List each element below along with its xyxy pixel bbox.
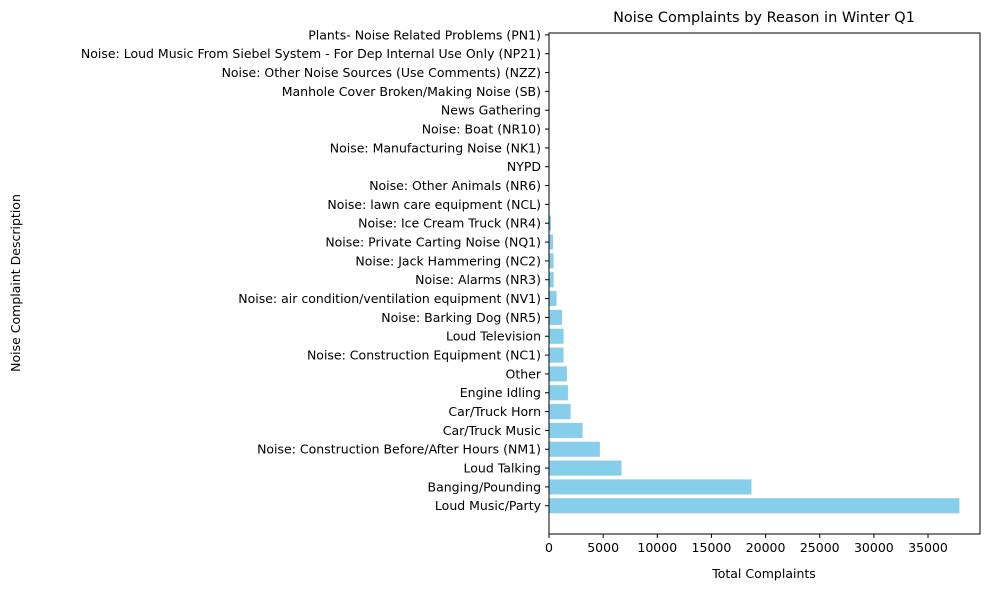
y-tick-label: Noise: Jack Hammering (NC2) (355, 253, 541, 268)
y-tick-label: NYPD (507, 159, 541, 174)
axes-layer (549, 33, 980, 534)
y-tick-label: Banging/Pounding (428, 479, 541, 494)
x-tick-label: 25000 (800, 540, 840, 555)
bar (549, 253, 554, 268)
bar (549, 423, 583, 438)
x-tick-label: 15000 (692, 540, 732, 555)
bar (549, 348, 564, 363)
y-tick-label: Engine Idling (460, 385, 541, 400)
y-tick-label: Noise: Construction Before/After Hours (… (257, 442, 541, 457)
y-tick-label: Loud Television (446, 329, 541, 344)
y-tick-label: Noise: air condition/ventilation equipme… (238, 291, 541, 306)
x-tick-label: 30000 (854, 540, 894, 555)
y-tick-label: Noise: Other Noise Sources (Use Comments… (222, 65, 541, 80)
y-tick-label: Noise: Construction Equipment (NC1) (307, 348, 541, 363)
bar (549, 442, 600, 457)
y-tick-label: Loud Music/Party (435, 498, 542, 513)
bars-layer (549, 27, 959, 513)
x-tick-label: 10000 (637, 540, 677, 555)
x-tick-label: 20000 (746, 540, 786, 555)
y-tick-label: Noise: Manufacturing Noise (NK1) (330, 140, 541, 155)
bar (549, 310, 562, 325)
y-tick-label: Noise: Other Animals (NR6) (369, 178, 541, 193)
y-tick-label: Plants- Noise Related Problems (PN1) (308, 27, 541, 42)
y-tick-label: News Gathering (441, 103, 541, 118)
bar (549, 385, 568, 400)
plot-frame (549, 33, 980, 534)
y-tick-label: Noise: Barking Dog (NR5) (381, 310, 541, 325)
y-tick-label: Noise: Loud Music From Siebel System - F… (81, 46, 541, 61)
y-tick-label: Noise: lawn care equipment (NCL) (327, 197, 541, 212)
x-tick-label: 35000 (908, 540, 948, 555)
bar (549, 235, 553, 250)
bar (549, 461, 622, 476)
x-tick-label: 0 (545, 540, 553, 555)
y-tick-label: Noise: Ice Cream Truck (NR4) (358, 216, 541, 231)
y-ticks-layer: Loud Music/Party Banging/Pounding Loud Tal… (81, 27, 549, 513)
y-tick-label: Noise: Private Carting Noise (NQ1) (325, 235, 541, 250)
y-tick-label: Manhole Cover Broken/Making Noise (SB) (282, 84, 541, 99)
bar (549, 291, 557, 306)
x-ticks-layer: 0 5000 10000 15000 20000 25000 30000 35000 (545, 534, 948, 555)
y-axis-label: Noise Complaint Description (8, 194, 23, 372)
x-axis-label: Total Complaints (711, 566, 816, 581)
y-tick-label: Noise: Boat (NR10) (422, 122, 541, 137)
y-tick-label: Noise: Alarms (NR3) (415, 272, 541, 287)
bar (549, 366, 567, 381)
bar (549, 498, 959, 513)
bar (549, 329, 564, 344)
bar (549, 272, 554, 287)
y-tick-label: Car/Truck Horn (448, 404, 541, 419)
y-tick-label: Car/Truck Music (443, 423, 541, 438)
chart-title: Noise Complaints by Reason in Winter Q1 (613, 10, 915, 26)
x-tick-label: 5000 (587, 540, 619, 555)
bar (549, 404, 571, 419)
y-tick-label: Loud Talking (464, 461, 542, 476)
y-tick-label: Other (506, 366, 542, 381)
bar (549, 479, 752, 494)
